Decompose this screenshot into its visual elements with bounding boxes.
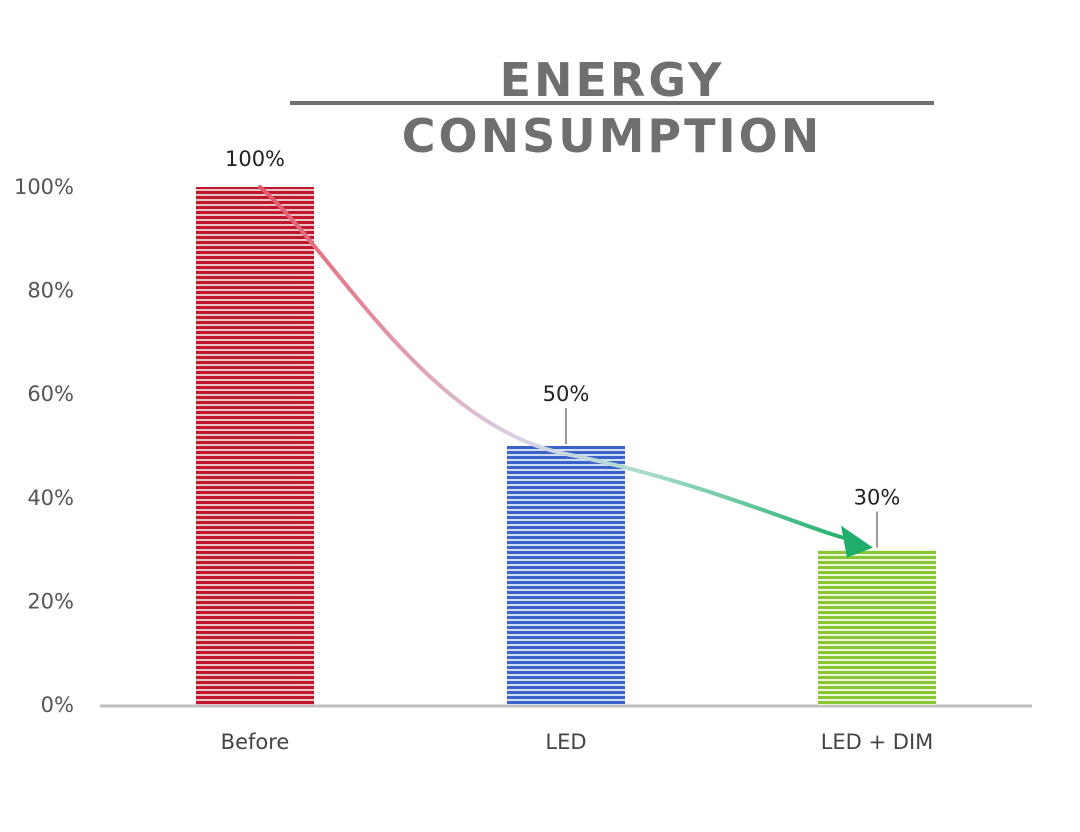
- y-tick-label: 80%: [27, 279, 74, 303]
- data-label: 100%: [225, 147, 285, 171]
- bar-led: [507, 446, 625, 705]
- x-tick-label: Before: [221, 730, 290, 754]
- title-underline: [290, 101, 934, 105]
- trend-arrowhead-icon: [841, 525, 873, 558]
- x-tick-label: LED + DIM: [821, 730, 934, 754]
- y-tick-label: 20%: [27, 589, 74, 613]
- chart-title: ENERGY CONSUMPTION: [401, 53, 823, 163]
- trend-arrow: [258, 185, 853, 542]
- y-tick-label: 60%: [27, 382, 74, 406]
- bar-led-dim: [818, 549, 936, 705]
- bar-before: [196, 187, 314, 705]
- y-tick-label: 100%: [14, 175, 74, 199]
- x-tick-label: LED: [545, 730, 586, 754]
- y-tick-label: 40%: [27, 486, 74, 510]
- y-tick-label: 0%: [41, 693, 74, 717]
- data-label: 30%: [854, 486, 901, 510]
- data-label: 50%: [543, 382, 590, 406]
